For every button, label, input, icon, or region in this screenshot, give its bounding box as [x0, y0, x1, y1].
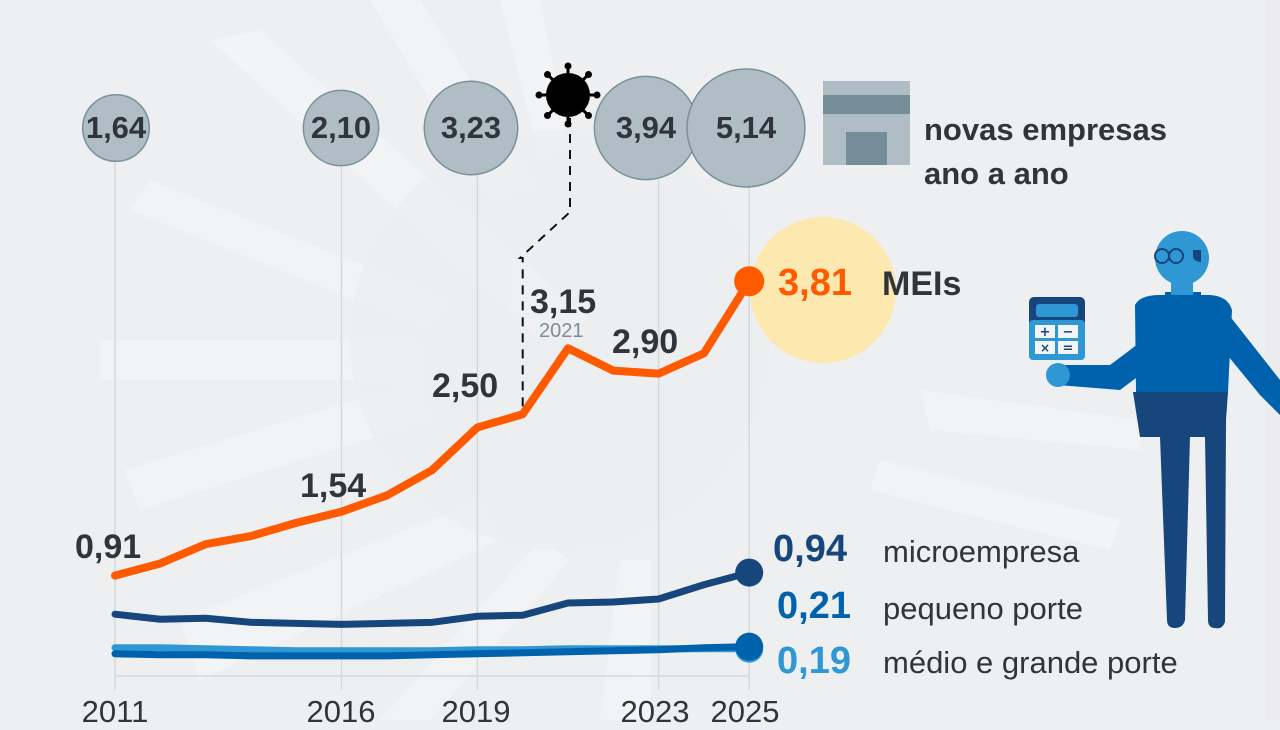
line-pequeno-porte: [111, 643, 753, 660]
covid-dashed-line: [517, 118, 571, 415]
x-tick-2023: 2023: [620, 694, 690, 729]
bg-ray: [870, 460, 1120, 550]
bubble-legend-line1: novas empresas: [924, 112, 1167, 147]
bg-ray: [125, 380, 430, 510]
glasses-lens-right: [1168, 248, 1184, 264]
point-label-2020: 2,50: [432, 367, 499, 405]
virus-spike-tip: [593, 91, 601, 99]
bubble-label-2011: 1,64: [85, 110, 147, 145]
svg-text:=: =: [1063, 341, 1074, 356]
virus-spike-tip: [585, 112, 593, 120]
point-label-2023: 2,90: [612, 323, 679, 361]
virus-spike-tip: [564, 62, 572, 70]
virus-spike-tip: [543, 112, 551, 120]
person-torso: [1135, 295, 1232, 392]
virus-spike-tip: [543, 70, 551, 78]
end-name-micro: microempresa: [883, 534, 1080, 569]
bg-ray: [100, 340, 420, 380]
point-sublabel-2021: 2021: [539, 320, 584, 342]
covid-annotation: [517, 62, 601, 415]
bubble-2011: [81, 93, 151, 163]
bubble-legend-line2: ano a ano: [924, 156, 1069, 191]
person-right-arm: [1215, 310, 1280, 415]
virus-spike-tip: [585, 70, 593, 78]
person-hand: [1046, 363, 1070, 387]
end-value-micro: 0,94: [773, 528, 847, 570]
end-dot-microempresa: [735, 558, 764, 587]
svg-text:×: ×: [1040, 341, 1050, 355]
person-collar: [1165, 292, 1201, 306]
bubble-label-2016: 2,10: [310, 110, 372, 145]
bg-ray: [500, 0, 570, 160]
end-dot-pequeno-porte: [735, 632, 764, 661]
bubbles: [81, 68, 806, 188]
point-label-2016: 1,54: [300, 467, 367, 505]
x-tick-2011: 2011: [81, 694, 149, 729]
end-value-medio: 0,19: [777, 640, 851, 682]
bubble-2016: [302, 89, 380, 167]
bg-ray: [380, 540, 570, 720]
calculator-icon: + − × =: [1029, 297, 1085, 360]
person-left-arm: [1058, 315, 1175, 390]
end-value-pequeno: 0,21: [777, 585, 851, 627]
gridlines: [114, 150, 750, 690]
person-legs: [1133, 392, 1228, 629]
highlight-layer: [750, 217, 896, 363]
end-name-pequeno: pequeno porte: [883, 591, 1083, 626]
virus-body: [546, 73, 590, 117]
series-lines: [111, 266, 765, 663]
bg-edge: [1265, 0, 1280, 720]
x-tick-2025: 2025: [710, 694, 780, 729]
virus-icon: [535, 62, 601, 128]
bubble-legend: novas empresas ano a ano: [924, 108, 1167, 196]
bubble-2025: [686, 68, 806, 188]
mei-highlight-circle: [750, 217, 896, 363]
svg-text:+: +: [1040, 325, 1051, 340]
person-illustration: [1046, 231, 1280, 629]
bg-ray: [920, 390, 1140, 450]
x-tick-2019: 2019: [441, 694, 511, 729]
virus-spike-tip: [535, 91, 543, 99]
x-tick-2016: 2016: [306, 694, 376, 729]
end-value-mei: 3,81: [778, 262, 852, 304]
bubble-label-2023: 3,94: [615, 110, 677, 145]
svg-text:−: −: [1063, 325, 1074, 340]
line-microempresa: [111, 569, 753, 628]
virus-spike-tip: [564, 120, 572, 128]
bubble-2019: [423, 80, 519, 176]
end-name-mei: MEIs: [882, 265, 962, 303]
end-name-medio: médio e grande porte: [883, 645, 1178, 680]
point-label-2011: 0,91: [75, 528, 142, 566]
end-dot-meis: [734, 266, 765, 297]
person-ear: [1193, 250, 1201, 262]
bubble-label-2025: 5,14: [715, 110, 777, 145]
line-meis: [111, 277, 754, 580]
bg-ray: [180, 500, 500, 680]
store-icon: [823, 81, 910, 165]
point-label-2021: 3,15: [530, 283, 597, 321]
bubble-label-2019: 3,23: [440, 110, 502, 145]
